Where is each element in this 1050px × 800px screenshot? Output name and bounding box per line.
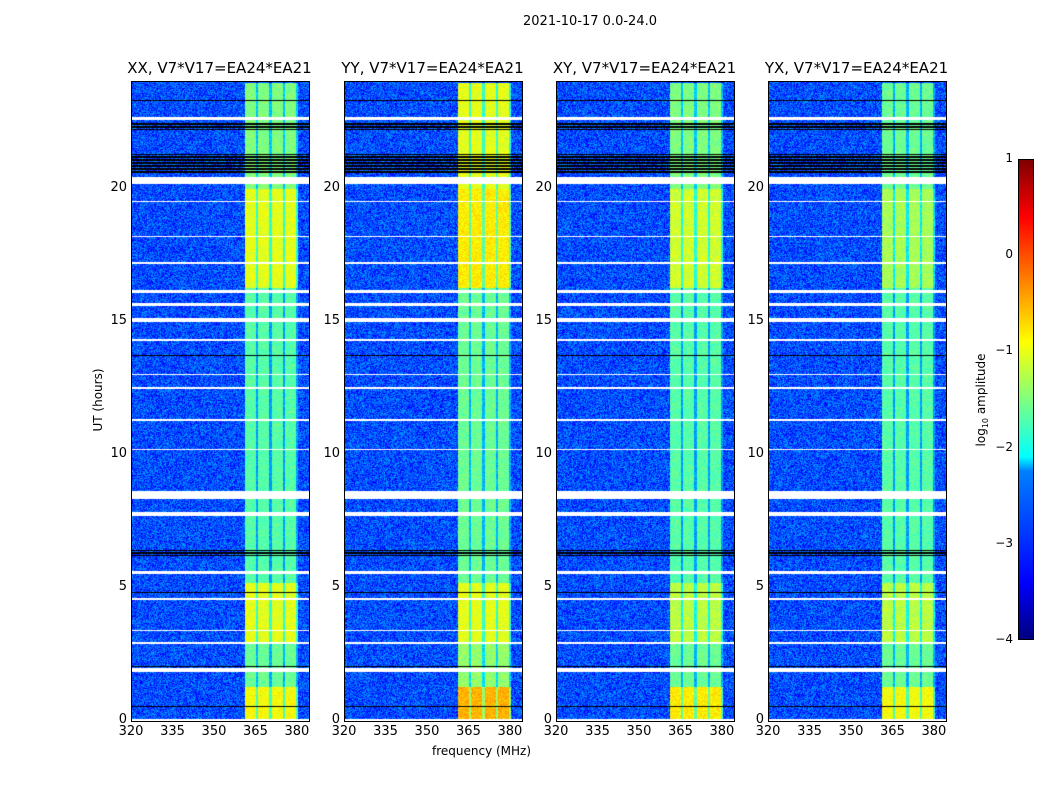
colorbar-tick-label: 1 — [1005, 151, 1013, 165]
y-tick-label: 15 — [535, 312, 552, 328]
figure-title: 2021-10-17 0.0-24.0 — [523, 14, 657, 29]
colorbar-tick-label: −4 — [995, 632, 1013, 646]
y-tick-label: 0 — [543, 712, 552, 727]
y-tick-label: 20 — [535, 179, 552, 195]
x-axis-label: frequency (MHz) — [432, 744, 532, 758]
y-tick-label: 10 — [323, 445, 340, 461]
y-tick-label: 15 — [747, 312, 764, 328]
panel-title: YY, V7*V17=EA24*EA21 — [341, 59, 524, 77]
colorbar-label-end: amplitude — [973, 353, 988, 418]
x-tick-label: 365 — [880, 724, 905, 739]
x-tick-label: 335 — [160, 724, 185, 739]
colorbar-tick-label: 0 — [1005, 247, 1013, 262]
x-tick-label: 380 — [921, 724, 947, 739]
colorbar-tick-label: −1 — [995, 343, 1013, 358]
y-tick-label: 5 — [118, 578, 127, 594]
colorbar-tick-label: −3 — [995, 535, 1013, 550]
spectrogram-panel — [131, 81, 310, 722]
x-tick-label: 350 — [626, 724, 652, 739]
y-tick-label: 5 — [755, 578, 764, 594]
spectrogram-panel — [344, 81, 523, 722]
colorbar — [1018, 159, 1034, 640]
y-tick-label: 0 — [755, 712, 764, 727]
y-tick-label: 10 — [535, 445, 552, 461]
y-tick-label: 0 — [331, 712, 340, 727]
x-tick-label: 335 — [373, 724, 398, 739]
y-axis-label: UT (hours) — [91, 368, 105, 432]
colorbar-label: log10 amplitude — [974, 354, 990, 447]
y-tick-label: 20 — [110, 179, 127, 195]
x-tick-label: 365 — [668, 724, 693, 739]
y-tick-label: 10 — [747, 445, 764, 461]
y-tick-label: 15 — [110, 312, 127, 328]
x-tick-label: 350 — [201, 724, 227, 739]
x-tick-label: 320 — [543, 724, 569, 739]
y-tick-label: 20 — [747, 179, 764, 195]
colorbar-tick-label: −2 — [995, 439, 1013, 454]
colorbar-label-sub: 10 — [981, 417, 991, 429]
panel-title: XY, V7*V17=EA24*EA21 — [552, 59, 737, 77]
spectrogram-panel — [768, 81, 947, 722]
x-tick-label: 320 — [118, 724, 144, 739]
x-tick-label: 380 — [497, 724, 523, 739]
x-tick-label: 380 — [709, 724, 735, 739]
y-tick-label: 10 — [110, 445, 127, 461]
y-tick-label: 0 — [118, 712, 127, 727]
x-tick-label: 335 — [797, 724, 822, 739]
x-tick-label: 335 — [585, 724, 610, 739]
x-tick-label: 350 — [838, 724, 864, 739]
x-tick-label: 365 — [243, 724, 268, 739]
spectrogram-panel — [556, 81, 735, 722]
x-tick-label: 350 — [414, 724, 440, 739]
x-tick-label: 320 — [331, 724, 357, 739]
x-tick-label: 380 — [284, 724, 310, 739]
panel-title: XX, V7*V17=EA24*EA21 — [127, 59, 312, 77]
y-tick-label: 5 — [543, 578, 552, 594]
y-tick-label: 5 — [331, 578, 340, 594]
x-tick-label: 320 — [755, 724, 781, 739]
y-tick-label: 15 — [323, 312, 340, 328]
x-tick-label: 365 — [456, 724, 481, 739]
panel-title: YX, V7*V17=EA24*EA21 — [764, 59, 949, 77]
y-tick-label: 20 — [323, 179, 340, 195]
